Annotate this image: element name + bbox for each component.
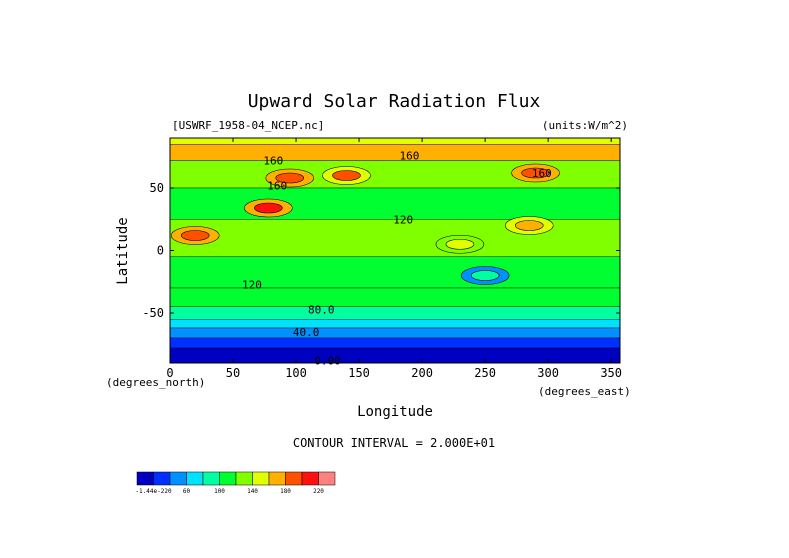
hotspot: [275, 172, 305, 184]
zonal-band: [170, 138, 620, 145]
zonal-band: [170, 256, 620, 289]
contour-label: 160: [400, 150, 420, 163]
zonal-band: [170, 306, 620, 320]
chart-title: Upward Solar Radiation Flux: [248, 91, 541, 112]
zonal-band: [170, 144, 620, 161]
x-tick-label: 350: [600, 366, 622, 380]
hotspot: [445, 238, 475, 250]
contour-label: 160: [532, 167, 552, 180]
contour-label: 120: [393, 213, 413, 226]
zonal-band: [170, 347, 620, 363]
x-tick-label: 0: [166, 366, 173, 380]
hotspot: [514, 220, 544, 231]
x-axis-ticks: 0 50 100 150 200 250 300 350: [166, 138, 622, 380]
plot-area: [170, 138, 620, 363]
contour-label: 40.0: [293, 326, 320, 339]
colorbar-swatch: [186, 471, 204, 486]
x-tick-label: 150: [348, 366, 370, 380]
contour-label: 80.0: [308, 303, 335, 316]
colorbar-swatch: [169, 471, 187, 486]
colorbar-swatch: [153, 471, 171, 486]
colorbar-ticks: -1.44e-220 60 100 140 180 220: [135, 488, 324, 495]
contour-label: 160: [267, 180, 287, 193]
colorbar-swatch: [301, 471, 319, 486]
y-axis-ticks: 50 0 -50: [142, 181, 620, 320]
hotspot: [332, 170, 361, 181]
y-units-note: (degrees_north): [106, 376, 205, 389]
y-axis-label: Latitude: [115, 217, 131, 284]
contour-label: 120: [242, 278, 262, 291]
x-tick-label: 250: [474, 366, 496, 380]
colorbar-tick-label: 220: [313, 488, 324, 495]
colorbar-swatch: [268, 471, 286, 486]
zonal-band: [170, 287, 620, 307]
colorbar: [136, 471, 336, 486]
colorbar-tick-label: 140: [247, 488, 258, 495]
x-axis-label: Longitude: [357, 404, 433, 420]
zonal-band: [170, 319, 620, 329]
colorbar-swatch: [285, 471, 303, 486]
zonal-band: [170, 187, 620, 220]
colorbar-tick-label: -1.44e-220: [135, 488, 172, 495]
x-tick-label: 50: [226, 366, 240, 380]
contour-labels: 160 160 160 160 120 120 80.0 40.0 0.00: [242, 150, 552, 368]
colorbar-swatch: [318, 471, 336, 486]
file-label: [USWRF_1958-04_NCEP.nc]: [172, 119, 324, 132]
x-tick-label: 100: [285, 366, 307, 380]
y-tick-label: -50: [142, 306, 164, 320]
zonal-band: [170, 327, 620, 339]
hotspot: [180, 230, 210, 241]
contour-label: 160: [263, 155, 283, 168]
contour-label: 0.00: [314, 355, 341, 368]
y-tick-label: 0: [157, 244, 164, 258]
colorbar-swatch: [252, 471, 270, 486]
units-label: (units:W/m^2): [542, 119, 628, 132]
hotspot: [254, 202, 283, 214]
hotspot: [521, 167, 550, 179]
colorbar-swatch: [136, 471, 154, 486]
x-units-note: (degrees_east): [538, 385, 631, 398]
x-tick-label: 200: [411, 366, 433, 380]
x-tick-label: 300: [537, 366, 559, 380]
contour-interval: CONTOUR INTERVAL = 2.000E+01: [293, 436, 495, 450]
colorbar-swatch: [235, 471, 253, 486]
zonal-band: [170, 337, 620, 349]
y-tick-label: 50: [150, 181, 164, 195]
colorbar-tick-label: 60: [183, 488, 191, 495]
colorbar-tick-label: 100: [214, 488, 225, 495]
hotspot: [470, 270, 500, 281]
colorbar-tick-label: 180: [280, 488, 291, 495]
colorbar-swatch: [219, 471, 237, 486]
colorbar-swatch: [202, 471, 220, 486]
